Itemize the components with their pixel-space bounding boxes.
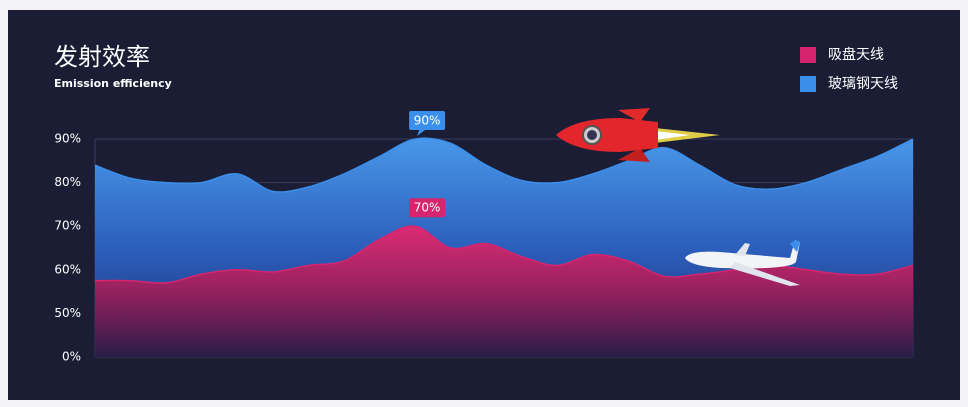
area: [95, 226, 913, 357]
line: [94, 137, 914, 193]
legend-swatch: [800, 76, 816, 92]
chart-title: 发射效率: [54, 43, 150, 71]
y-tick-label: 60%: [54, 262, 81, 276]
legend-label: 吸盘天线: [828, 46, 884, 63]
value-label: 70%: [414, 201, 441, 215]
y-tick-label: 70%: [54, 219, 81, 233]
y-tick-label: 50%: [54, 306, 81, 320]
value-label-box: [409, 111, 446, 130]
airplane-icon: [685, 240, 800, 286]
legend-label: 玻璃钢天线: [828, 75, 898, 92]
y-tick-label: 80%: [54, 175, 81, 189]
y-tick-label: 0%: [62, 350, 81, 364]
legend-swatch: [800, 47, 816, 63]
y-tick-label: 90%: [54, 132, 81, 146]
plot: 0% 50% 60% 70% 80% 90% 70% 90%: [54, 111, 914, 364]
rocket-icon: [556, 108, 720, 162]
value-label-box: [409, 198, 446, 218]
chart-subtitle: Emission efficiency: [54, 77, 172, 90]
value-label: 90%: [414, 114, 441, 128]
value-label-pointer: [417, 130, 426, 136]
